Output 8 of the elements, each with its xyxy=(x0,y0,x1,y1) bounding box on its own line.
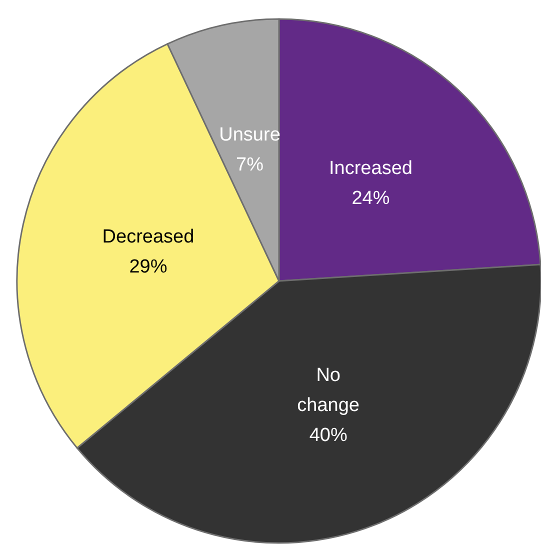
data-label: 24% xyxy=(352,188,390,209)
slice-label: No change xyxy=(297,365,360,416)
data-label: 40% xyxy=(309,425,348,446)
slice-label: Increased xyxy=(329,158,412,179)
slice-label: Unsure xyxy=(219,124,280,146)
data-label: 29% xyxy=(129,256,168,278)
data-label: 7% xyxy=(236,154,264,176)
slice-label: Decreased xyxy=(102,226,194,248)
